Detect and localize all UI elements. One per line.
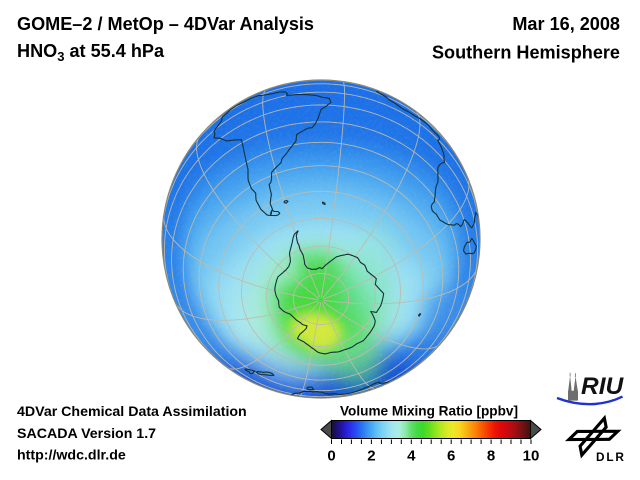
svg-text:6: 6 [447, 448, 455, 465]
svg-text:4DVar Chemical Data Assimilati: 4DVar Chemical Data Assimilation [17, 404, 247, 420]
svg-text:2: 2 [367, 448, 375, 465]
svg-text:10: 10 [523, 448, 540, 465]
svg-text:http://wdc.dlr.de: http://wdc.dlr.de [17, 448, 126, 464]
svg-text:Mar 16, 2008: Mar 16, 2008 [512, 14, 620, 34]
svg-text:Southern Hemisphere: Southern Hemisphere [432, 43, 620, 63]
svg-text:SACADA Version 1.7: SACADA Version 1.7 [17, 426, 156, 442]
svg-text:DLR: DLR [596, 450, 626, 464]
svg-text:0: 0 [327, 448, 335, 465]
svg-text:RIU: RIU [581, 373, 625, 400]
svg-text:HNO3 at 55.4 hPa: HNO3 at 55.4 hPa [17, 41, 165, 64]
svg-text:8: 8 [487, 448, 495, 465]
svg-text:GOME–2 / MetOp – 4DVar Analysi: GOME–2 / MetOp – 4DVar Analysis [17, 14, 314, 34]
svg-text:Volume Mixing Ratio [ppbv]: Volume Mixing Ratio [ppbv] [340, 404, 518, 419]
svg-text:4: 4 [407, 448, 416, 465]
